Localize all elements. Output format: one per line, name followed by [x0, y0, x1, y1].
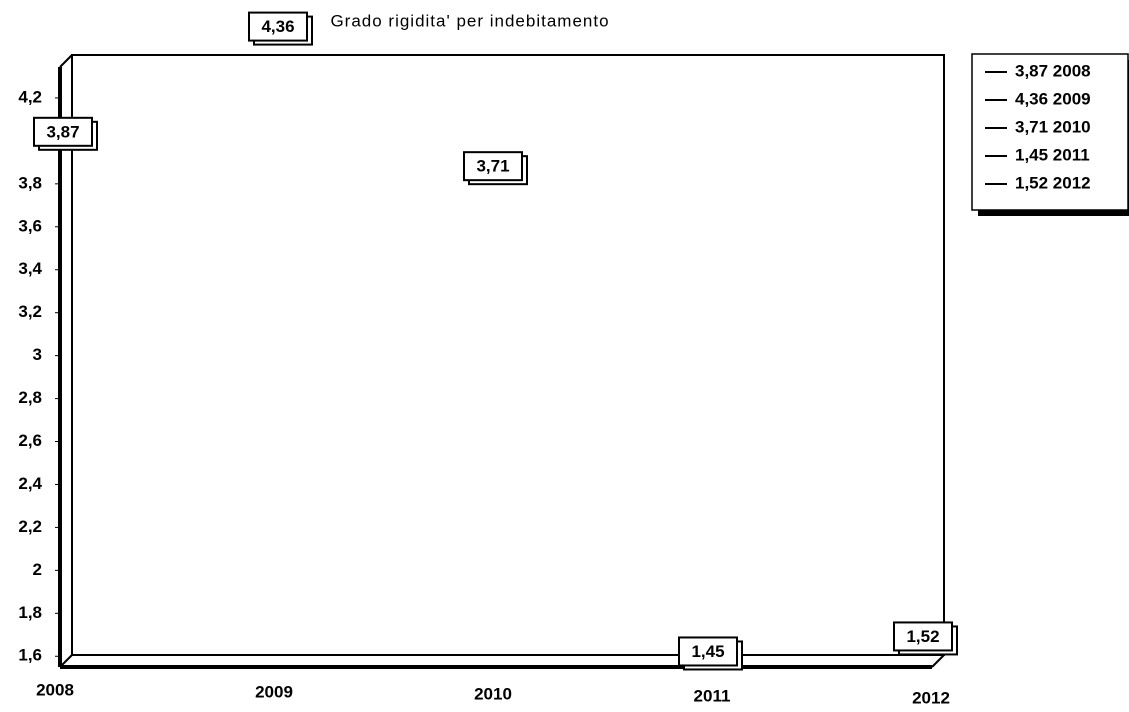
data-label: 3,87: [46, 122, 79, 141]
data-label: 1,52: [906, 627, 939, 646]
data-label-box: [248, 11, 308, 42]
frame-edge: [59, 654, 73, 668]
y-tick-label: 2,8: [18, 388, 42, 407]
back-wall: [71, 54, 945, 656]
x-tick-label: 2012: [912, 688, 950, 707]
y-tick-label: 2,6: [18, 431, 42, 450]
y-tick-label: 3,6: [18, 216, 42, 235]
frame-edge: [59, 54, 73, 68]
legend-label: 1,52 2012: [1015, 173, 1091, 192]
data-label-box: [678, 636, 738, 667]
y-tick-label: 2,4: [18, 474, 42, 493]
data-label: 3,71: [476, 157, 509, 176]
y-tick-label: 2,2: [18, 517, 42, 536]
x-tick-label: 2009: [255, 682, 293, 701]
data-label: 1,45: [691, 642, 724, 661]
y-tick-label: 2: [33, 560, 42, 579]
x-tick-label: 2011: [694, 686, 731, 705]
legend-label: 4,36 2009: [1015, 89, 1091, 108]
frame-edge: [931, 654, 945, 668]
data-label-box: [33, 116, 93, 147]
y-tick-label: 4,2: [18, 87, 42, 106]
data-label-box: [463, 151, 523, 182]
y-tick-label: 1,8: [18, 603, 42, 622]
chart-title: Grado rigidita' per indebitamento: [330, 11, 609, 30]
y-tick-label: 1,6: [18, 646, 42, 665]
y-tick-label: 3,2: [18, 302, 42, 321]
y-tick-label: 3: [33, 345, 42, 364]
legend-label: 1,45 2011: [1015, 145, 1090, 164]
plot-frame: [58, 54, 945, 669]
x-tick-label: 2008: [36, 680, 74, 699]
legend-label: 3,87 2008: [1015, 61, 1091, 80]
x-tick-label: 2010: [474, 684, 512, 703]
legend-label: 3,71 2010: [1015, 117, 1091, 136]
data-label-box: [893, 621, 953, 652]
y-tick-label: 3,4: [18, 259, 42, 278]
y-tick-label: 3,8: [18, 173, 42, 192]
data-label: 4,36: [261, 17, 294, 36]
